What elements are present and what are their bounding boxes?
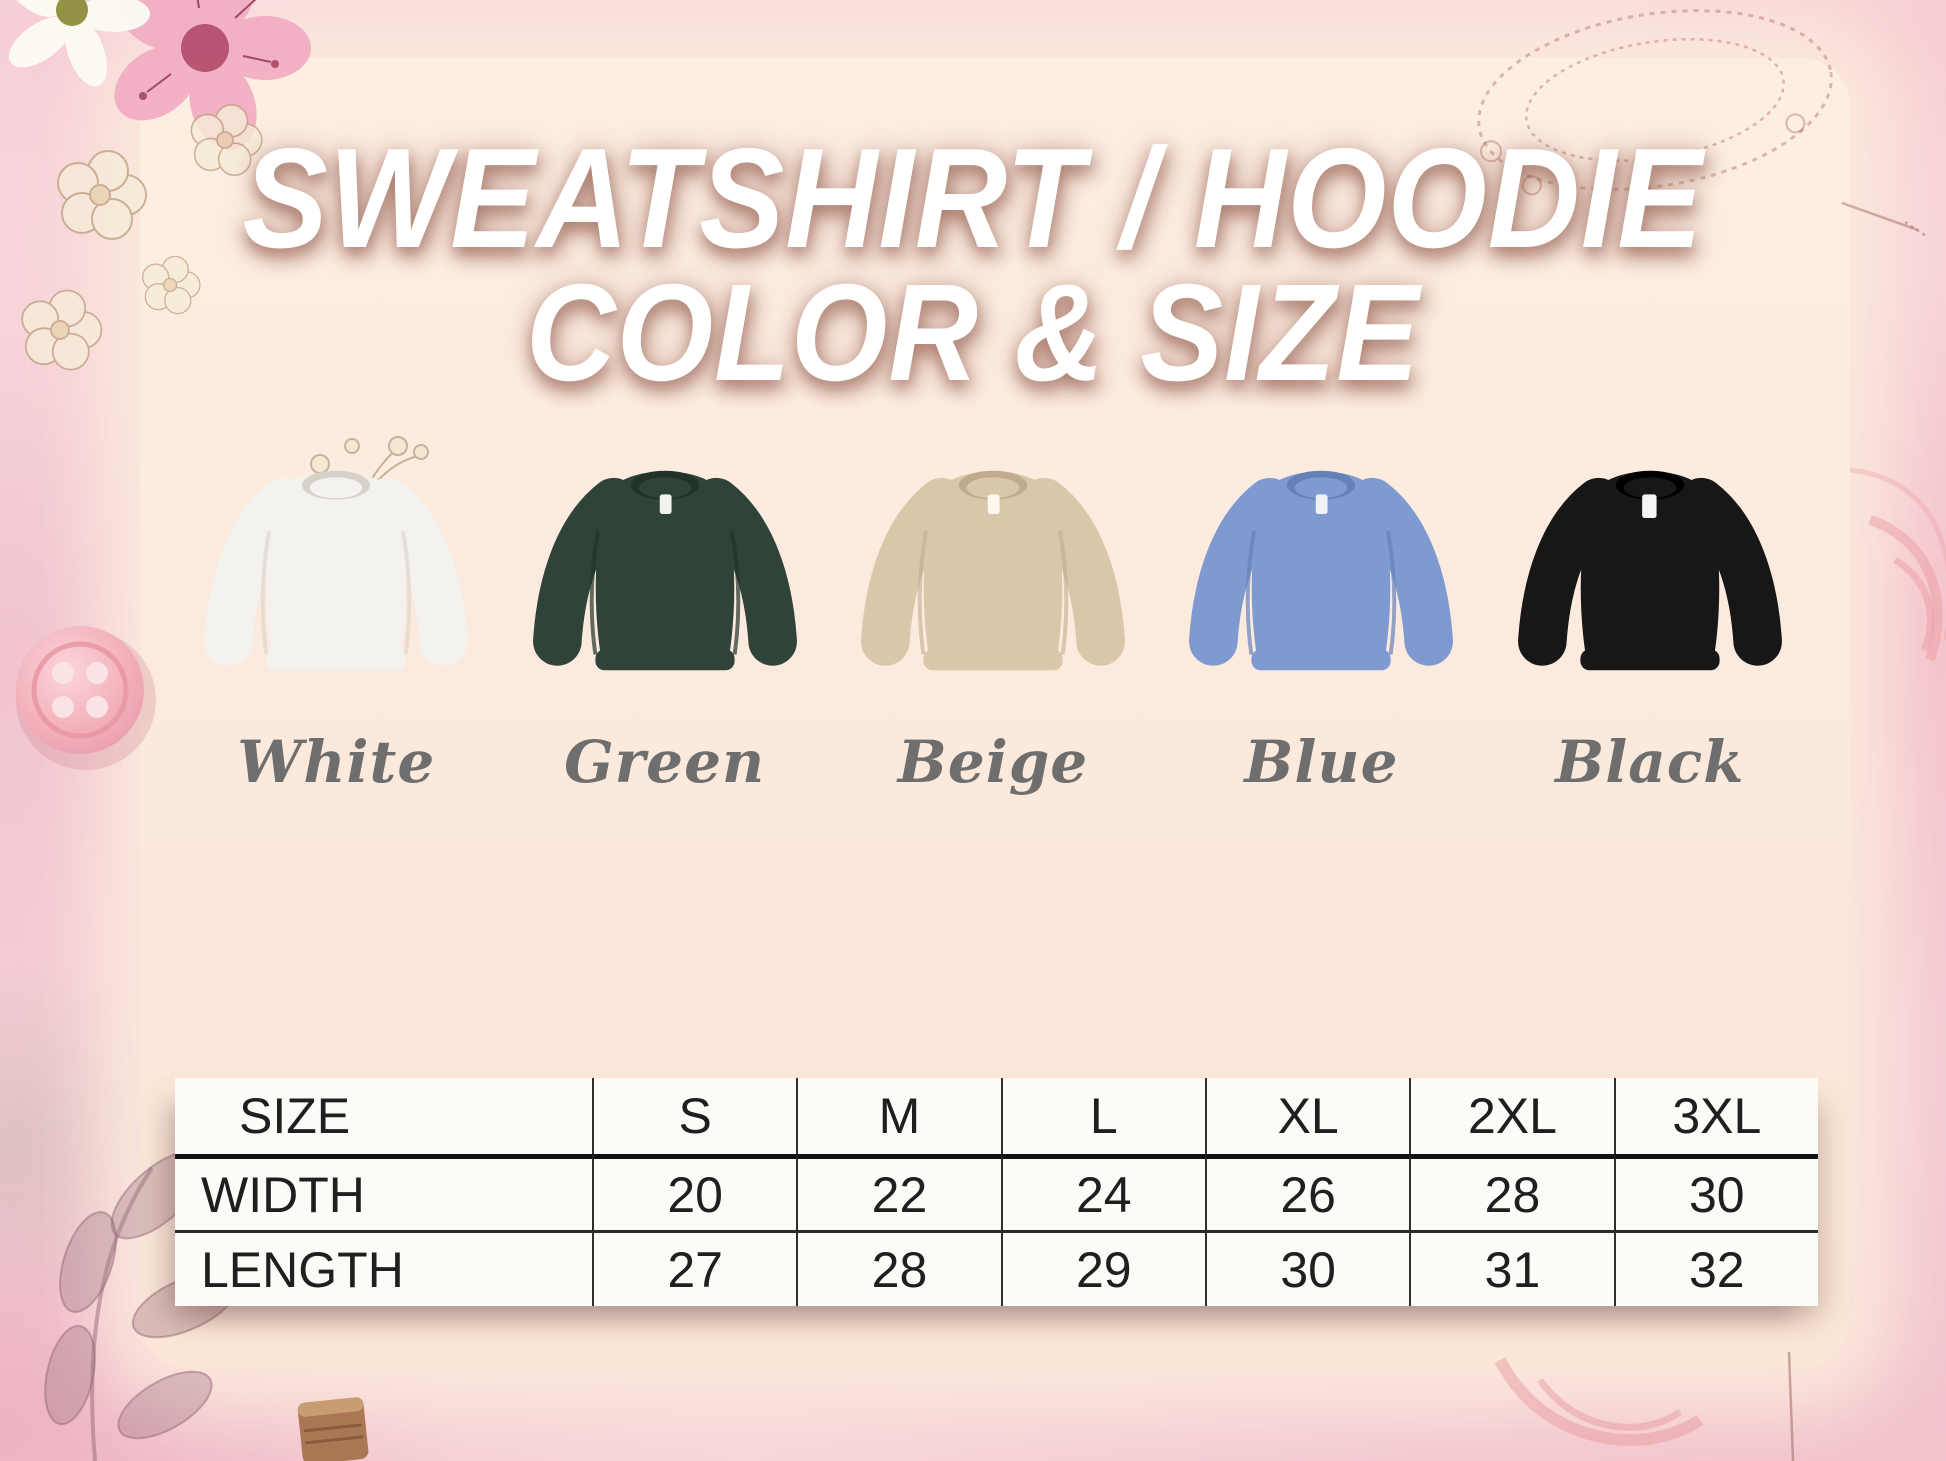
size-table-header-m: M [796,1078,1001,1154]
product-white: White [172,448,500,808]
width-s: 20 [592,1154,797,1230]
thread-spool-icon [297,1397,369,1461]
size-table-header-xl: XL [1204,1078,1410,1154]
color-label-black: Black [1555,728,1745,796]
length-m: 28 [796,1230,1001,1306]
size-table-row-width-label: WIDTH [175,1154,592,1230]
sweatshirt-white-image [204,470,469,671]
product-beige: Beige [829,448,1157,808]
width-xl: 26 [1204,1154,1410,1230]
sweatshirt-black-image [1517,470,1782,671]
color-label-beige: Beige [897,728,1089,796]
product-green: Green [500,448,828,808]
width-3xl: 30 [1613,1154,1818,1230]
width-m: 22 [796,1154,1001,1230]
size-table-row-length-label: LENGTH [175,1230,592,1306]
color-options-row: White Green Beige [172,448,1814,808]
length-xl: 30 [1204,1230,1410,1306]
size-table-header-s: S [592,1078,797,1154]
size-table-header-size: SIZE [175,1078,592,1154]
neck-tag [659,494,672,515]
color-label-blue: Blue [1244,728,1399,796]
rose-swirl-icon [1849,467,1946,662]
title-line-2: COLOR & SIZE [525,256,1421,410]
size-table-header-2xl: 2XL [1409,1078,1614,1154]
page-title: SWEATSHIRT / HOODIE COLOR & SIZE [0,119,1946,410]
color-label-green: Green [564,728,766,796]
product-black: Black [1486,448,1814,808]
neck-tag [1641,494,1657,518]
sweatshirt-green-image [532,470,797,671]
pink-button-icon [16,626,156,770]
size-table-header-3xl: 3XL [1613,1078,1818,1154]
product-blue: Blue [1157,448,1485,808]
width-2xl: 28 [1409,1154,1614,1230]
width-l: 24 [1000,1154,1205,1230]
length-l: 29 [1000,1230,1205,1306]
sweatshirt-blue-image [1189,470,1454,671]
neck-tag [1316,494,1328,515]
neck-tag [987,494,1000,515]
size-table-header-l: L [1000,1078,1205,1154]
sweatshirt-beige-image [861,470,1125,671]
length-s: 27 [592,1230,797,1306]
needle-bottom-icon [1787,1351,1795,1461]
rose-swirl-bottom-icon [1494,1357,1704,1446]
size-table: SIZE S M L XL 2XL 3XL WIDTH 20 22 24 26 … [175,1078,1818,1306]
length-3xl: 32 [1613,1230,1818,1306]
color-label-white: White [237,728,436,796]
length-2xl: 31 [1409,1230,1614,1306]
white-daisy-icon [2,0,150,87]
title-line-1: SWEATSHIRT / HOODIE [242,119,1704,278]
